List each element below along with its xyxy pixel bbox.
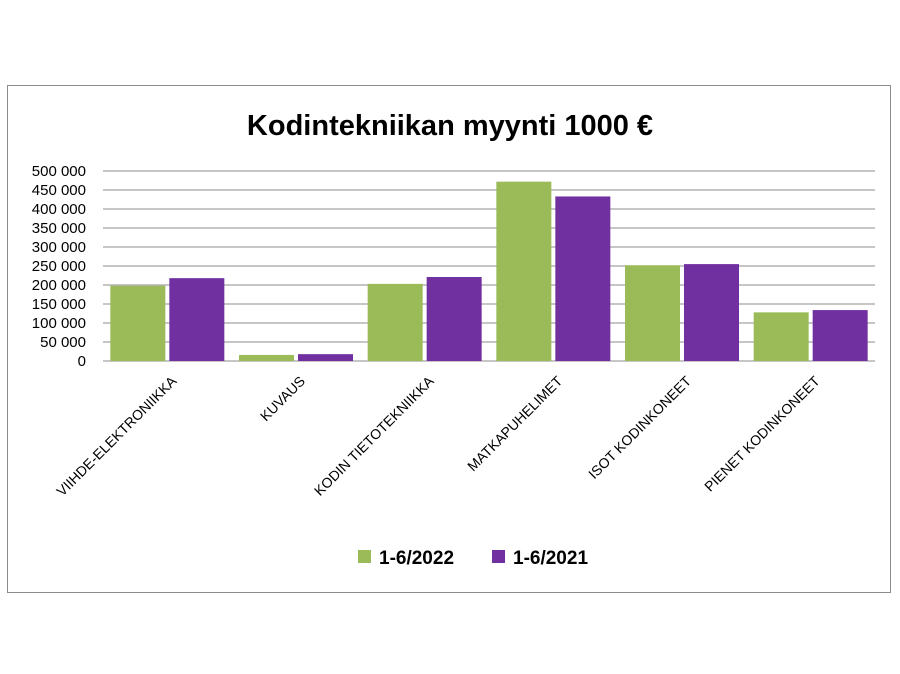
bars <box>110 181 868 361</box>
y-tick-label: 150 000 <box>32 296 86 313</box>
x-tick-label: KODIN TIETOTEKNIIKKA <box>311 372 437 498</box>
y-tick-label: 350 000 <box>32 220 86 237</box>
bar-1-6/2022-isot-kodinkoneet <box>625 265 680 361</box>
bar-1-6/2022-kuvaus <box>239 354 294 361</box>
bar-1-6/2021-pienet-kodinkoneet <box>812 310 868 361</box>
legend-swatch <box>358 550 371 563</box>
bar-1-6/2021-isot-kodinkoneet <box>684 264 739 361</box>
legend-swatch <box>492 550 505 563</box>
bar-1-6/2022-viihde-elektroniikka <box>110 285 166 361</box>
y-tick-label: 300 000 <box>32 239 86 256</box>
bar-1-6/2022-kodin-tietotekniikka <box>367 283 423 361</box>
y-axis-tick-labels: 0 50 000 100 000 150 000 200 000 250 000 300 0… <box>32 163 86 370</box>
x-tick-label: MATKAPUHELIMET <box>464 372 566 474</box>
bar-1-6/2022-matkapuhelimet <box>496 181 552 361</box>
y-tick-label: 450 000 <box>32 182 86 199</box>
y-tick-label: 500 000 <box>32 163 86 180</box>
y-tick-label: 100 000 <box>32 315 86 332</box>
grid-lines <box>103 170 875 362</box>
bar-1-6/2021-kodin-tietotekniikka <box>426 277 482 361</box>
x-tick-label: KUVAUS <box>257 373 308 424</box>
y-tick-label: 400 000 <box>32 201 86 218</box>
y-tick-label: 250 000 <box>32 258 86 275</box>
y-tick-label: 200 000 <box>32 277 86 294</box>
legend-label: 1-6/2021 <box>513 548 588 569</box>
legend: 1-6/2022 1-6/2021 <box>358 548 588 569</box>
x-tick-label: PIENET KODINKONEET <box>701 372 823 494</box>
bar-1-6/2022-pienet-kodinkoneet <box>753 312 809 361</box>
y-tick-label: 50 000 <box>40 334 86 351</box>
legend-label: 1-6/2022 <box>379 548 454 569</box>
bar-1-6/2021-matkapuhelimet <box>555 196 611 361</box>
bar-1-6/2021-viihde-elektroniikka <box>169 278 225 361</box>
x-tick-label: ISOT KODINKONEET <box>585 372 694 481</box>
x-axis-tick-labels: VIIHDE-ELEKTRONIIKKA KUVAUS KODIN TIETOTEK… <box>53 372 823 499</box>
y-tick-label: 0 <box>78 353 86 370</box>
bar-1-6/2021-kuvaus <box>298 354 353 361</box>
x-tick-label: VIIHDE-ELEKTRONIIKKA <box>53 372 180 499</box>
chart-title: Kodintekniikan myynti 1000 € <box>247 110 653 142</box>
